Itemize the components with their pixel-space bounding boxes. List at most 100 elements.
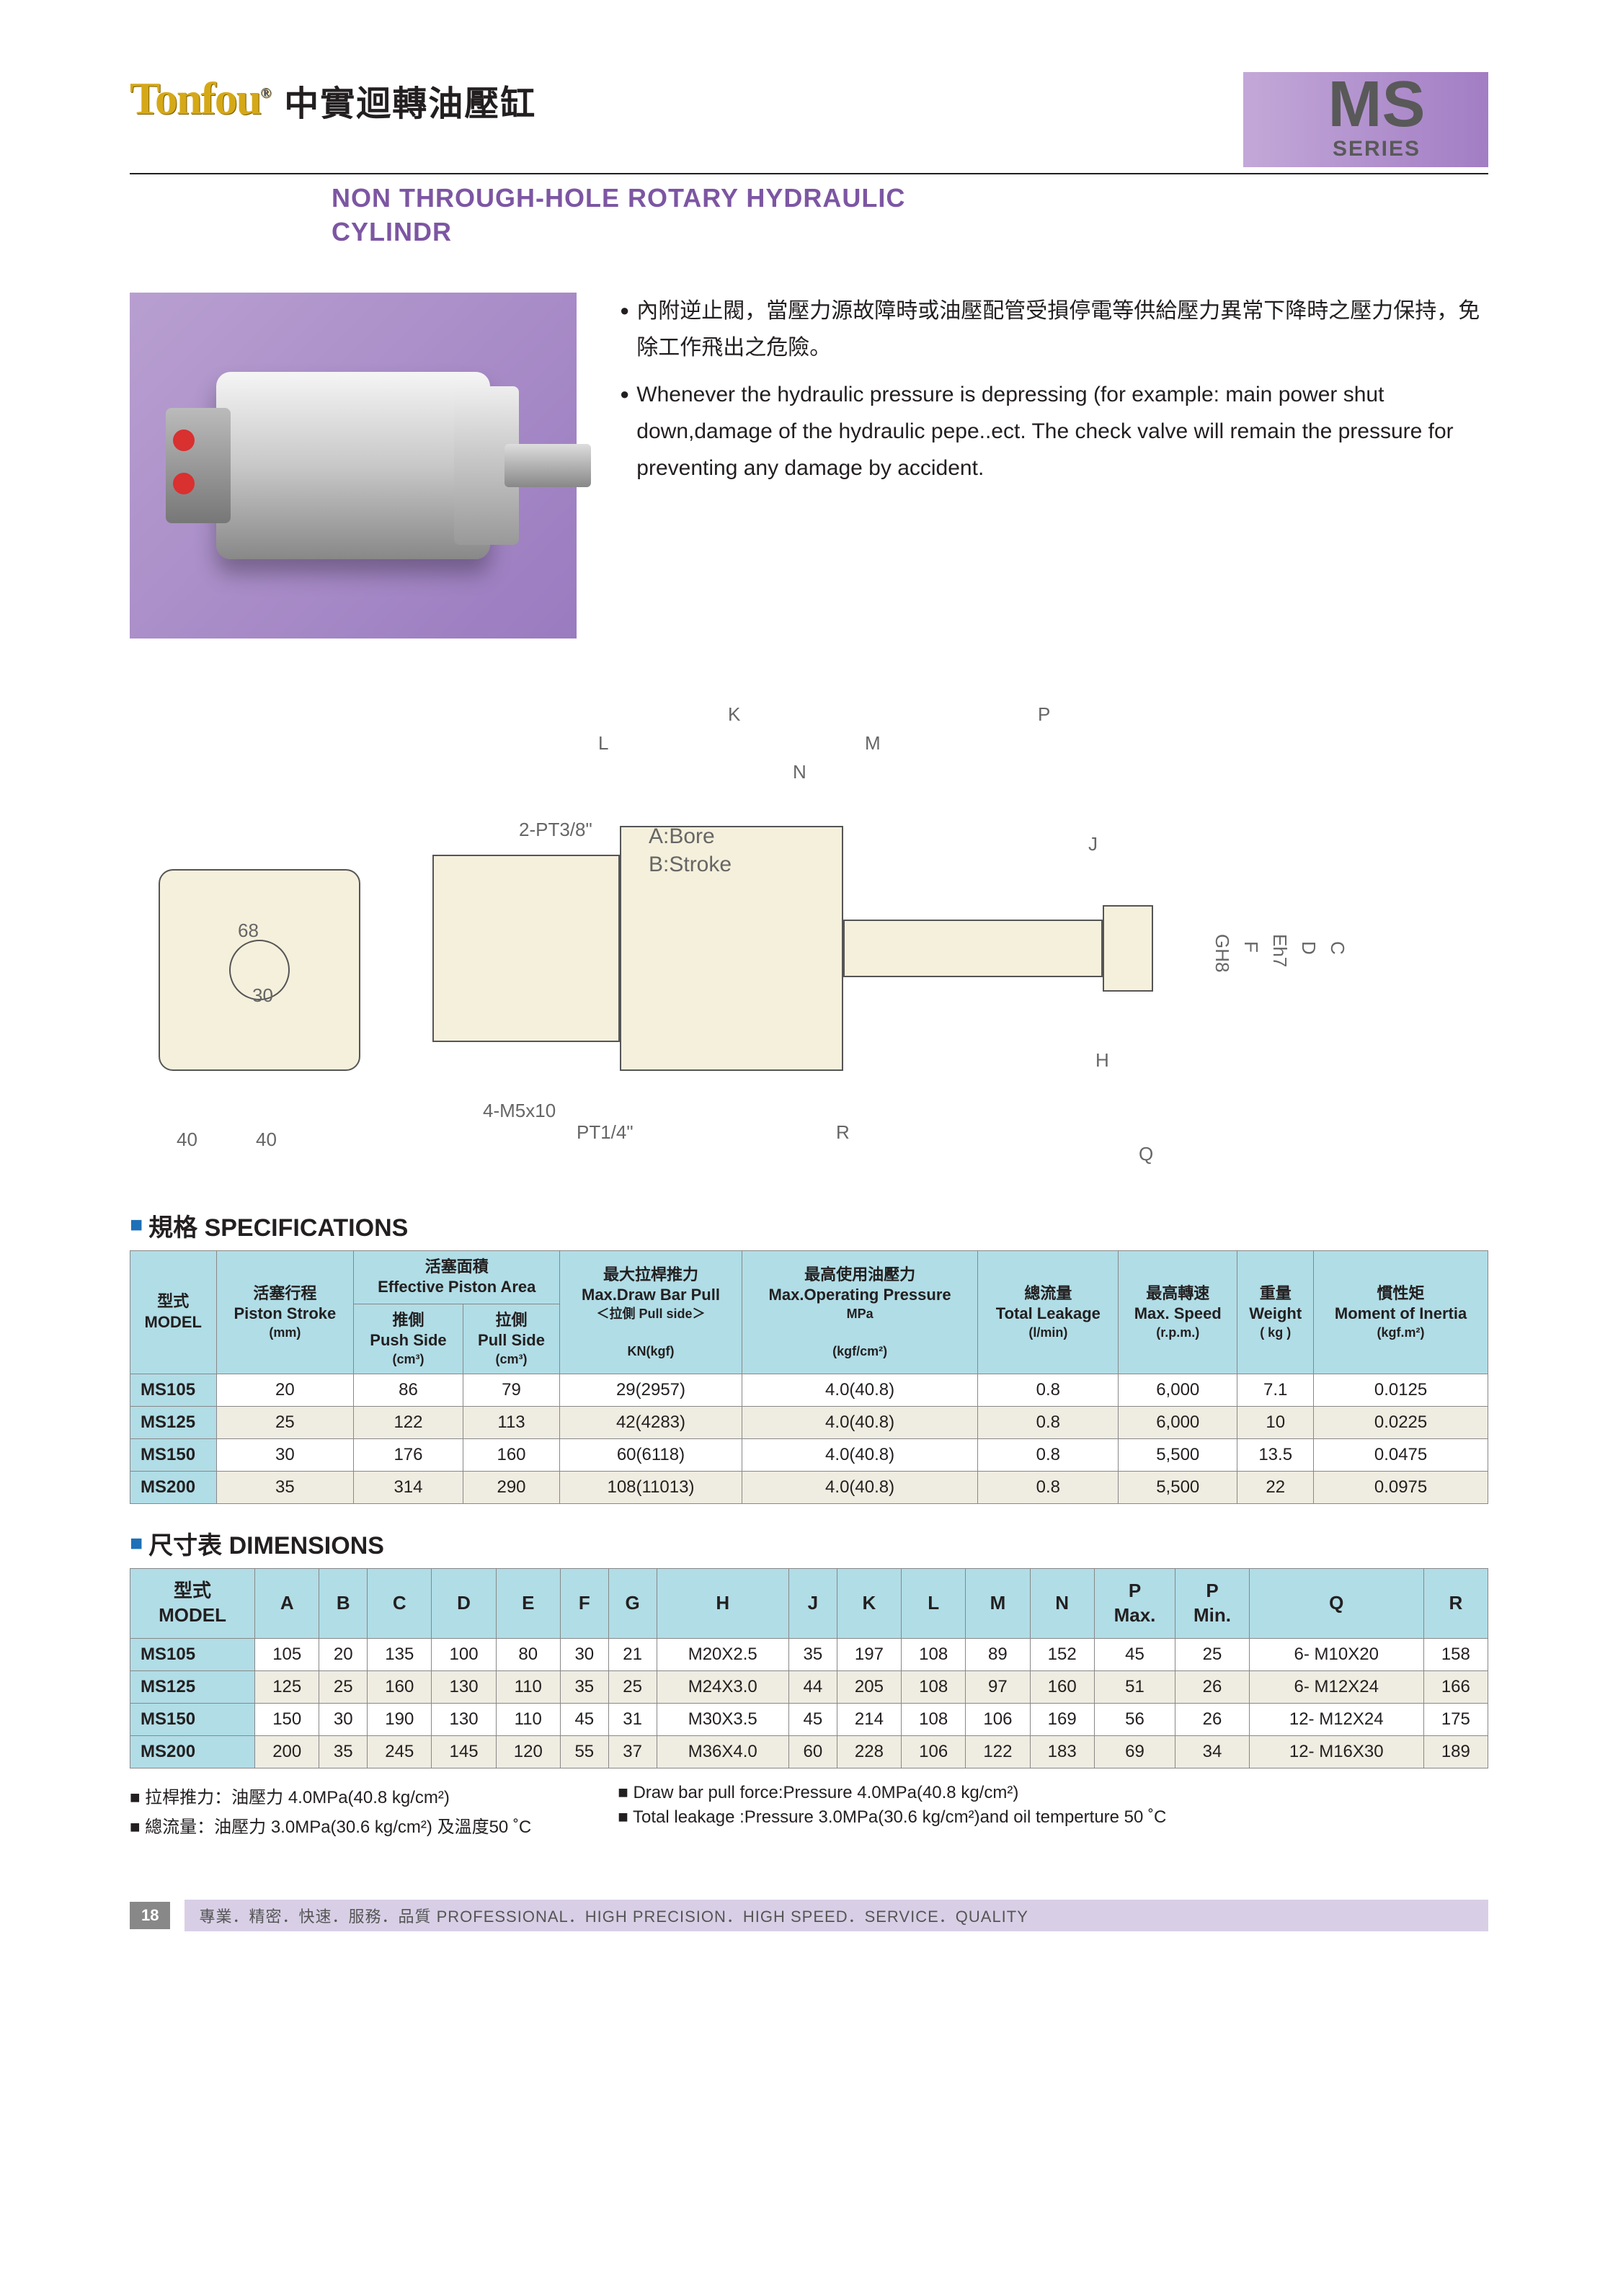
dim-header-cell: R [1423,1569,1488,1639]
table-cell: 6- M12X24 [1249,1670,1423,1703]
footnote-item: 總流量：油壓力 3.0MPa(30.6 kg/cm²) 及溫度50 ˚C [130,1812,531,1838]
table-cell: MS105 [130,1374,217,1407]
diagram-port2-label: PT1/4" [577,1121,634,1144]
dim-title-text: 尺寸表 DIMENSIONS [148,1526,384,1561]
table-cell: 86 [354,1374,463,1407]
dim-D: D [1297,941,1320,955]
th-maxdraw-en: Max.Draw Bar Pull [582,1286,720,1304]
table-cell: 145 [432,1735,496,1768]
brand-logo: Tonfou® [130,72,270,125]
table-cell: 228 [837,1735,901,1768]
th-speed-en: Max. Speed [1134,1304,1222,1322]
dim-header-cell: B [319,1569,368,1639]
table-cell: 158 [1423,1638,1488,1670]
page-header: Tonfou® 中實迴轉油壓缸 MS SERIES [130,72,1488,174]
th-weight-unit: ( kg ) [1242,1325,1309,1341]
page-number: 18 [130,1902,170,1929]
th-leak-cn: 總流量 [1024,1284,1072,1302]
spec-tbody: MS10520867929(2957)4.0(40.8)0.86,0007.10… [130,1374,1488,1504]
table-cell: 4.0(40.8) [742,1439,978,1472]
table-cell: 205 [837,1670,901,1703]
table-cell: 6,000 [1119,1374,1237,1407]
table-cell: 0.8 [978,1439,1119,1472]
dim-header-cell: J [788,1569,837,1639]
table-cell: 20 [216,1374,354,1407]
th-maxdraw-sub: ＜拉側 Pull side＞ [564,1306,737,1322]
dim-C: C [1326,941,1348,955]
table-cell: 100 [432,1638,496,1670]
table-cell: 122 [966,1735,1030,1768]
diagram-ab-label: A:Bore B:Stroke [649,822,732,878]
dim-header-cell: G [608,1569,657,1639]
th-model-en: MODEL [145,1313,202,1331]
table-cell: 0.0225 [1314,1407,1488,1439]
th-pull-unit: (cm³) [468,1351,556,1368]
table-cell: 130 [432,1703,496,1735]
table-cell: 45 [788,1703,837,1735]
table-cell: 105 [255,1638,319,1670]
specifications-table: 型式 MODEL 活塞行程 Piston Stroke (mm) 活塞面積 Ef… [130,1250,1488,1505]
th-speed: 最高轉速 Max. Speed (r.p.m.) [1119,1250,1237,1374]
th-stroke-unit: (mm) [221,1325,350,1341]
th-push-unit: (cm³) [358,1351,458,1368]
table-cell: 60 [788,1735,837,1768]
engineering-diagram: A:Bore B:Stroke 2-PT3/8" 4-M5x10 PT1/4" … [130,682,1488,1186]
spec-thead: 型式 MODEL 活塞行程 Piston Stroke (mm) 活塞面積 Ef… [130,1250,1488,1374]
cylinder-port-1 [173,430,195,451]
table-row: MS20035314290108(11013)4.0(40.8)0.85,500… [130,1472,1488,1504]
table-cell: 160 [368,1670,432,1703]
table-cell: 25 [1175,1638,1250,1670]
table-cell: 25 [319,1670,368,1703]
table-cell: 34 [1175,1735,1250,1768]
table-row: MS1252512211342(4283)4.0(40.8)0.86,00010… [130,1407,1488,1439]
table-cell: 120 [496,1735,560,1768]
footnotes-left: 拉桿推力：油壓力 4.0MPa(40.8 kg/cm²) 總流量：油壓力 3.0… [130,1783,531,1842]
table-cell: 108 [902,1703,966,1735]
diagram-shaft-end [1103,905,1153,992]
dim-header-cell: P Min. [1175,1569,1250,1639]
dim-tbody: MS10510520135100803021M20X2.535197108891… [130,1638,1488,1768]
table-cell: 4.0(40.8) [742,1407,978,1439]
footnote-item: Total leakage :Pressure 3.0MPa(30.6 kg/c… [618,1807,1166,1828]
table-row: MS150150301901301104531M30X3.54521410810… [130,1703,1488,1735]
table-cell: 110 [496,1670,560,1703]
table-cell: 25 [608,1670,657,1703]
th-pull-en: Pull Side [478,1331,545,1349]
dim-40a: 40 [177,1129,197,1151]
dim-header-cell: F [560,1569,608,1639]
table-cell: 69 [1094,1735,1175,1768]
table-cell: 35 [788,1638,837,1670]
dim-F: F [1240,941,1262,953]
dim-header-row: 型式 MODELABCDEFGHJKLMNP Max.P Min.QR [130,1569,1488,1639]
table-row: MS10510520135100803021M20X2.535197108891… [130,1638,1488,1670]
table-cell: 5,500 [1119,1439,1237,1472]
dim-header-cell: H [657,1569,788,1639]
title-english: NON THROUGH-HOLE ROTARY HYDRAULIC CYLIND… [332,182,980,249]
th-speed-cn: 最高轉速 [1146,1284,1209,1302]
dim-header-cell: C [368,1569,432,1639]
table-cell: 0.0125 [1314,1374,1488,1407]
table-cell: MS200 [130,1472,217,1504]
dim-N: N [793,761,806,783]
th-area: 活塞面積 Effective Piston Area [354,1250,560,1304]
th-stroke: 活塞行程 Piston Stroke (mm) [216,1250,354,1374]
th-inertia-cn: 慣性矩 [1377,1284,1425,1302]
th-maxdraw-unit: KN(kgf) [564,1343,737,1360]
table-row: MS200200352451451205537M36X4.06022810612… [130,1735,1488,1768]
table-cell: M24X3.0 [657,1670,788,1703]
cylinder-rear [166,408,231,523]
th-model: 型式 MODEL [130,1250,217,1374]
table-cell: 25 [216,1407,354,1439]
table-cell: MS200 [130,1735,255,1768]
dim-40b: 40 [256,1129,277,1151]
th-model-cn: 型式 [157,1292,189,1310]
dim-L: L [598,732,608,755]
table-cell: 22 [1237,1472,1314,1504]
table-cell: 79 [463,1374,560,1407]
th-leak-unit: (l/min) [982,1325,1114,1341]
table-cell: 6- M10X20 [1249,1638,1423,1670]
table-cell: 31 [608,1703,657,1735]
bullet-item: Whenever the hydraulic pressure is depre… [620,376,1488,486]
table-cell: 152 [1030,1638,1094,1670]
table-cell: 35 [319,1735,368,1768]
